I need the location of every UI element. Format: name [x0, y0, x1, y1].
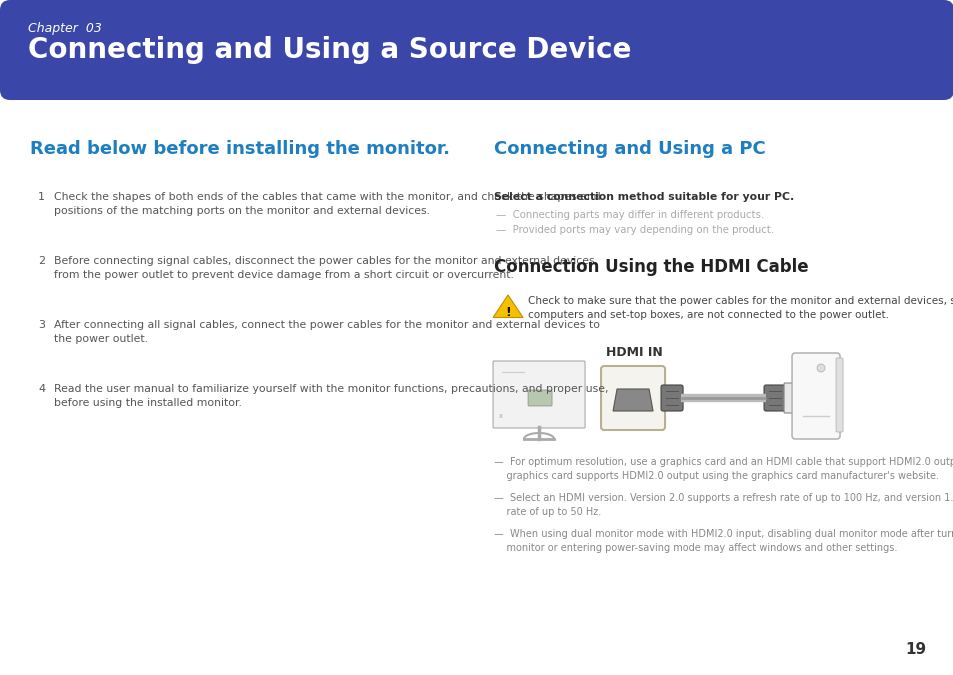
Text: —  For optimum resolution, use a graphics card and an HDMI cable that support HD: — For optimum resolution, use a graphics… — [494, 457, 953, 481]
Text: x: x — [498, 413, 502, 419]
Text: —  Provided ports may vary depending on the product.: — Provided ports may vary depending on t… — [496, 225, 774, 235]
Text: 4: 4 — [38, 384, 45, 394]
FancyBboxPatch shape — [835, 358, 842, 432]
Text: 19: 19 — [904, 642, 925, 657]
FancyBboxPatch shape — [791, 353, 840, 439]
Text: 2: 2 — [38, 256, 45, 266]
Text: 3: 3 — [38, 320, 45, 330]
Text: !: ! — [505, 306, 511, 319]
FancyBboxPatch shape — [763, 385, 785, 411]
FancyBboxPatch shape — [660, 385, 682, 411]
Polygon shape — [493, 295, 522, 317]
Text: After connecting all signal cables, connect the power cables for the monitor and: After connecting all signal cables, conn… — [54, 320, 599, 344]
Text: Check to make sure that the power cables for the monitor and external devices, s: Check to make sure that the power cables… — [528, 296, 953, 321]
Circle shape — [816, 364, 824, 372]
Text: Select a connection method suitable for your PC.: Select a connection method suitable for … — [494, 192, 794, 202]
Text: Check the shapes of both ends of the cables that came with the monitor, and chec: Check the shapes of both ends of the cab… — [54, 192, 600, 217]
FancyBboxPatch shape — [0, 0, 953, 100]
Text: —  When using dual monitor mode with HDMI2.0 input, disabling dual monitor mode : — When using dual monitor mode with HDMI… — [494, 529, 953, 553]
Text: HDMI IN: HDMI IN — [605, 346, 662, 359]
Text: Chapter  03: Chapter 03 — [28, 22, 102, 35]
Text: Read below before installing the monitor.: Read below before installing the monitor… — [30, 140, 450, 158]
Text: Connecting and Using a Source Device: Connecting and Using a Source Device — [28, 36, 631, 64]
FancyBboxPatch shape — [600, 366, 664, 430]
Text: Connection Using the HDMI Cable: Connection Using the HDMI Cable — [494, 258, 808, 276]
FancyBboxPatch shape — [528, 390, 552, 406]
Polygon shape — [613, 389, 653, 411]
FancyBboxPatch shape — [493, 361, 584, 428]
Text: —  Connecting parts may differ in different products.: — Connecting parts may differ in differe… — [496, 210, 763, 220]
Text: —  Select an HDMI version. Version 2.0 supports a refresh rate of up to 100 Hz, : — Select an HDMI version. Version 2.0 su… — [494, 493, 953, 517]
Text: Before connecting signal cables, disconnect the power cables for the monitor and: Before connecting signal cables, disconn… — [54, 256, 594, 280]
Text: 1: 1 — [38, 192, 45, 202]
Text: Connecting and Using a PC: Connecting and Using a PC — [494, 140, 765, 158]
Text: Read the user manual to familiarize yourself with the monitor functions, precaut: Read the user manual to familiarize your… — [54, 384, 608, 408]
FancyBboxPatch shape — [783, 383, 795, 413]
